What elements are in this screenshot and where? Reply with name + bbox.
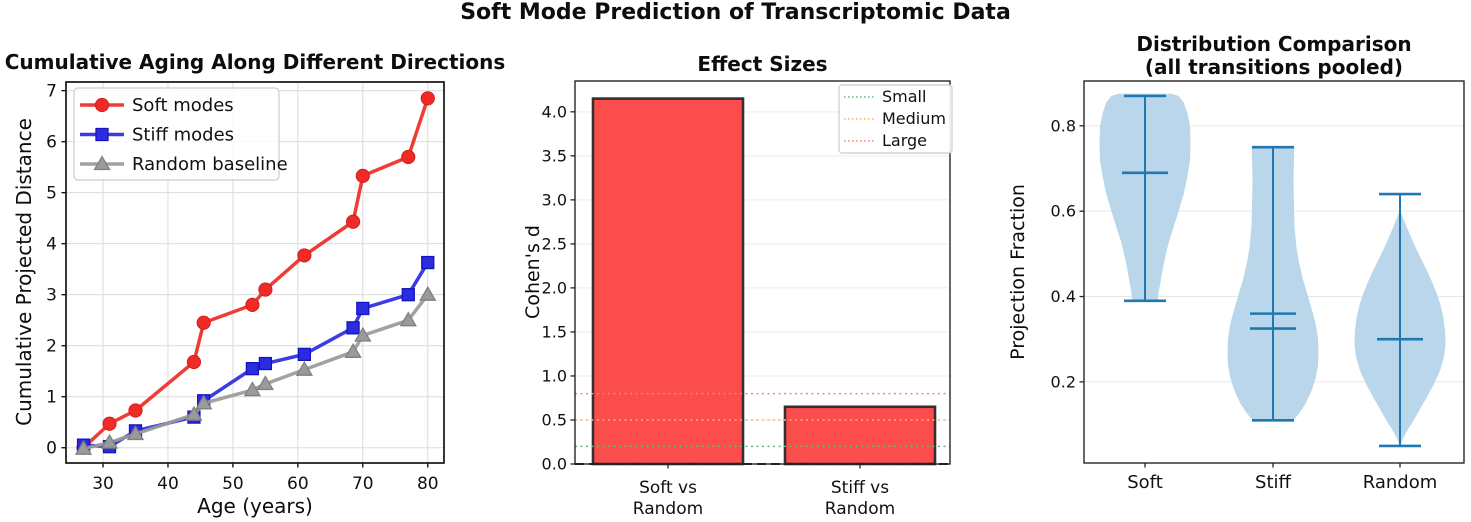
bar-0 xyxy=(591,97,745,466)
series-stiff-modes xyxy=(76,255,435,454)
svg-text:0.4: 0.4 xyxy=(1051,287,1076,306)
svg-text:Medium: Medium xyxy=(882,109,946,128)
svg-text:0.5: 0.5 xyxy=(542,410,567,429)
svg-text:3: 3 xyxy=(46,286,57,306)
right-chart-title-line2: (all transitions pooled) xyxy=(1144,55,1404,79)
svg-text:0.0: 0.0 xyxy=(542,455,567,474)
svg-text:1: 1 xyxy=(46,388,57,408)
bars xyxy=(591,97,937,466)
right-chart-title-line1: Distribution Comparison xyxy=(1136,32,1412,56)
svg-text:1.0: 1.0 xyxy=(542,366,567,385)
svg-text:Soft modes: Soft modes xyxy=(132,95,234,116)
right-chart-ylabel: Projection Fraction xyxy=(1007,184,1029,360)
series-random-baseline xyxy=(74,285,437,455)
left-chart-ylabel: Cumulative Projected Distance xyxy=(12,118,36,426)
middle-chart-ylabel: Cohen's d xyxy=(522,225,544,319)
svg-text:60: 60 xyxy=(287,474,309,494)
svg-text:Random: Random xyxy=(633,499,703,519)
svg-text:Small: Small xyxy=(882,87,926,106)
cumulative-aging-chart: 30 40 50 60 70 80 0 1 2 3 4 5 6 7 Soft modes Stiff mode… xyxy=(46,81,445,494)
svg-text:Random: Random xyxy=(825,499,895,519)
svg-text:Random baseline: Random baseline xyxy=(132,154,288,175)
svg-text:0.6: 0.6 xyxy=(1051,202,1076,221)
svg-text:2: 2 xyxy=(46,337,57,357)
left-chart-xlabel: Age (years) xyxy=(197,494,313,518)
svg-text:3.0: 3.0 xyxy=(542,190,567,209)
svg-text:4.0: 4.0 xyxy=(542,102,567,121)
axis-ticks: 30 40 50 60 70 80 0 1 2 3 4 5 6 7 xyxy=(46,82,438,494)
svg-text:40: 40 xyxy=(157,474,179,494)
svg-text:30: 30 xyxy=(92,474,114,494)
svg-text:Stiff: Stiff xyxy=(1255,472,1291,493)
svg-text:Soft: Soft xyxy=(1127,472,1163,493)
svg-text:6: 6 xyxy=(46,133,57,153)
violin-soft xyxy=(1099,93,1191,303)
svg-text:0: 0 xyxy=(46,439,57,459)
svg-text:3.5: 3.5 xyxy=(542,146,567,165)
svg-text:Random: Random xyxy=(1363,472,1438,493)
svg-text:50: 50 xyxy=(222,474,244,494)
svg-text:2.5: 2.5 xyxy=(542,234,567,253)
figure-title: Soft Mode Prediction of Transcriptomic D… xyxy=(460,0,1011,25)
axis-ticks: 0.2 0.4 0.6 0.8 Soft Stiff Random xyxy=(1051,116,1438,493)
svg-text:Large: Large xyxy=(882,131,927,150)
middle-chart-title: Effect Sizes xyxy=(697,52,828,76)
svg-text:4: 4 xyxy=(46,235,57,255)
violin-random xyxy=(1354,192,1446,448)
svg-text:2.0: 2.0 xyxy=(542,278,567,297)
svg-text:5: 5 xyxy=(46,184,57,204)
svg-text:1.5: 1.5 xyxy=(542,322,567,341)
left-chart-title: Cumulative Aging Along Different Directi… xyxy=(4,50,506,74)
bar-1 xyxy=(783,405,937,466)
svg-text:Stiff vs: Stiff vs xyxy=(831,478,889,498)
distribution-comparison-chart: 0.2 0.4 0.6 0.8 Soft Stiff Random xyxy=(1051,80,1465,493)
svg-text:0.8: 0.8 xyxy=(1051,116,1076,135)
legend: Small Medium Large xyxy=(838,84,953,154)
svg-text:Soft vs: Soft vs xyxy=(639,478,697,498)
violin-stiff xyxy=(1227,145,1319,422)
legend: Soft modes Stiff modes Random baseline xyxy=(73,87,288,181)
svg-text:7: 7 xyxy=(46,82,57,102)
svg-text:80: 80 xyxy=(417,474,439,494)
svg-text:0.2: 0.2 xyxy=(1051,372,1076,391)
svg-text:70: 70 xyxy=(352,474,374,494)
svg-text:Stiff modes: Stiff modes xyxy=(132,125,234,146)
